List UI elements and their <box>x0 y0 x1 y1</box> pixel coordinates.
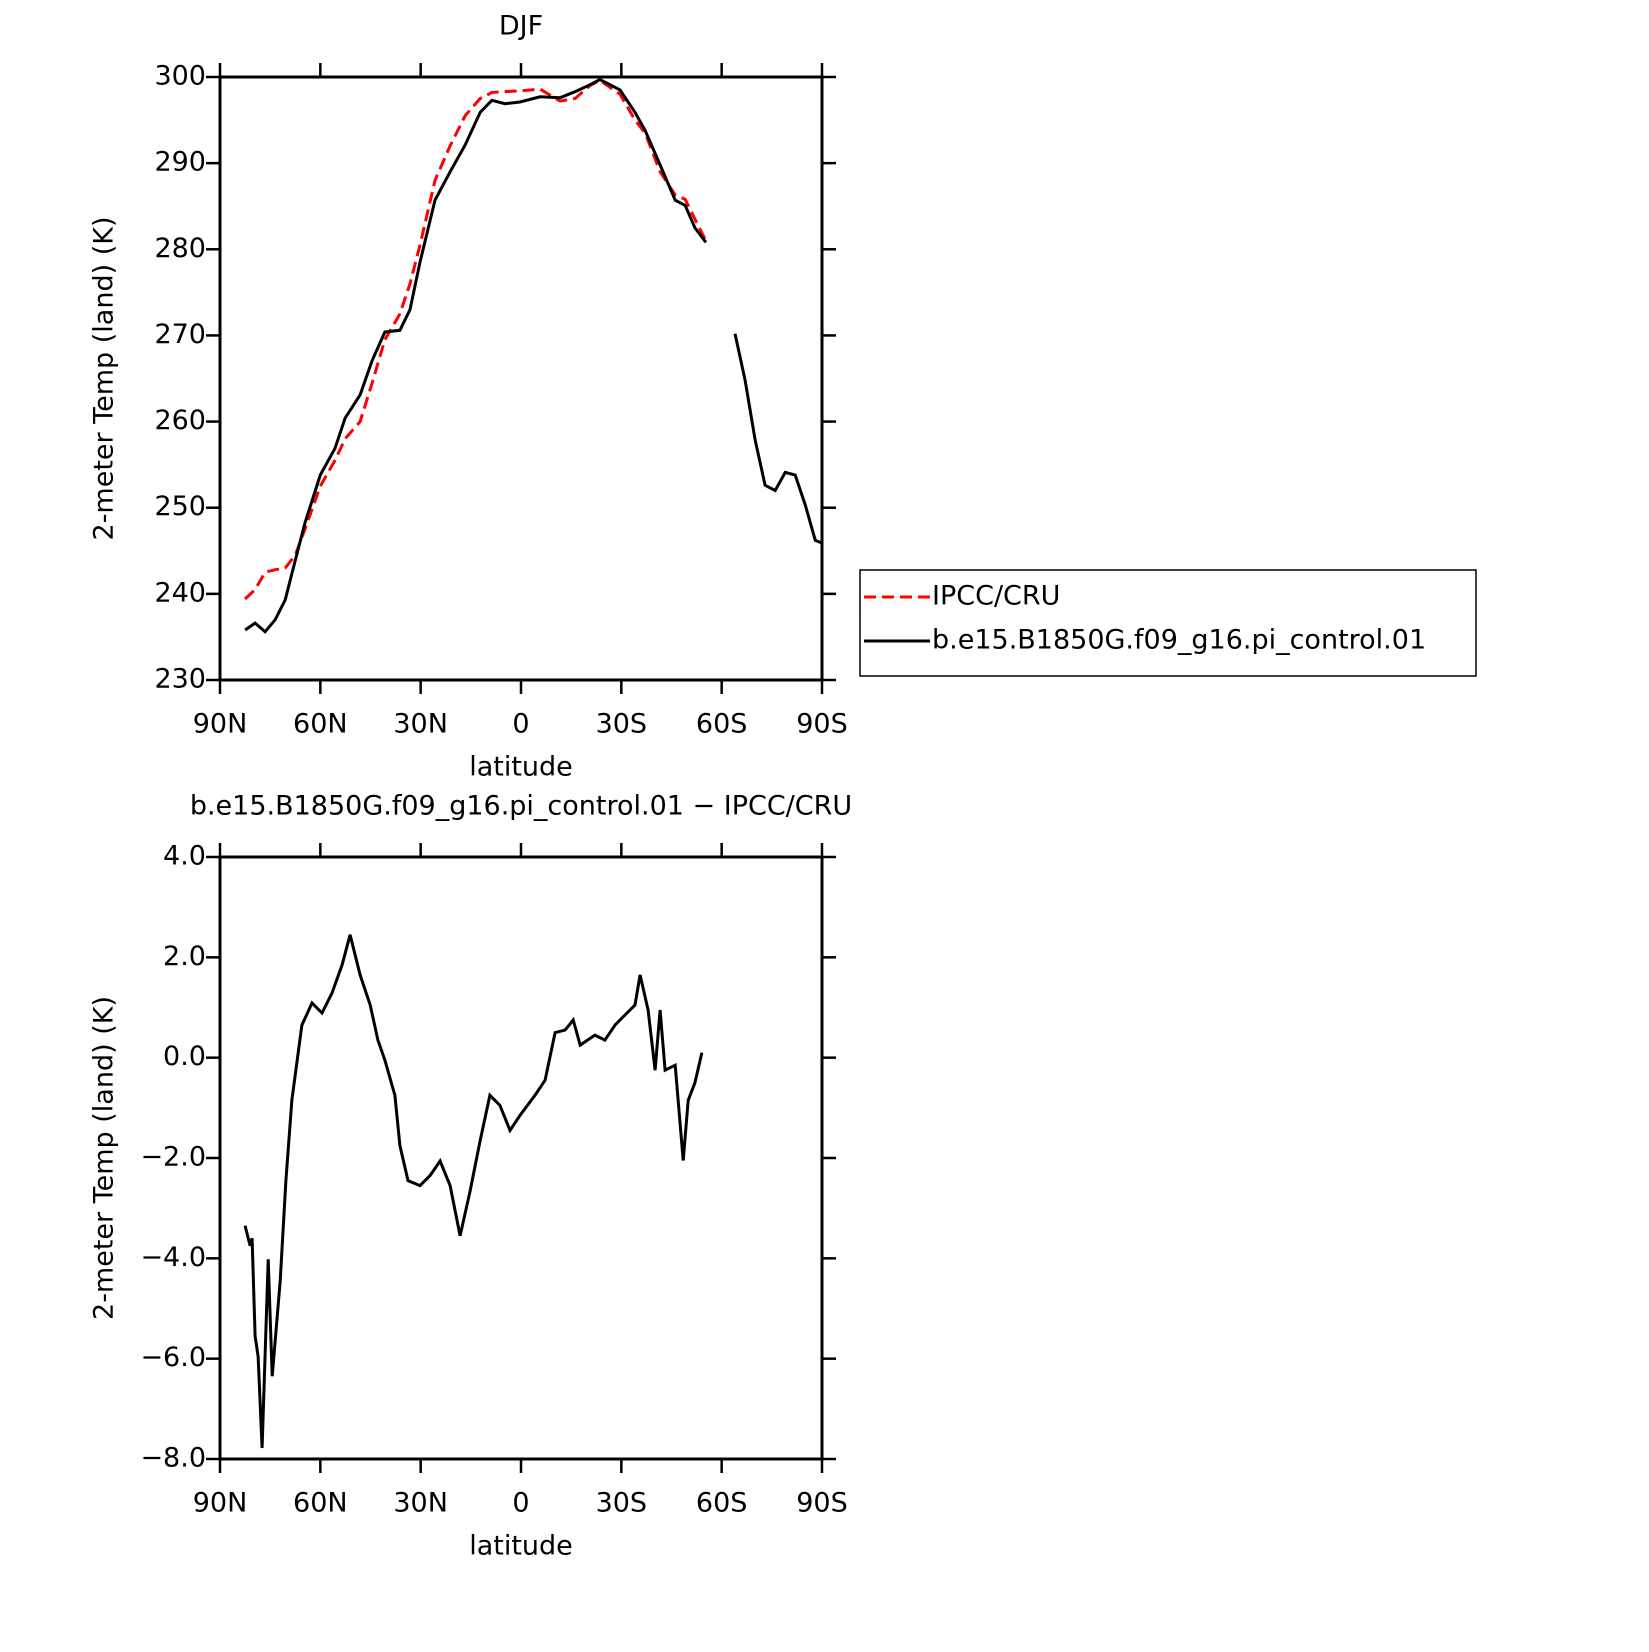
x-tick-label: 60N <box>293 1488 348 1519</box>
data-line <box>244 78 708 601</box>
y-tick-label: 250 <box>154 491 206 522</box>
chart-title: DJF <box>499 11 543 42</box>
y-tick-label: −2.0 <box>140 1142 206 1173</box>
x-axis-label: latitude <box>469 752 573 783</box>
x-tick-label: 90S <box>796 1488 848 1519</box>
y-tick-label: 280 <box>154 233 206 264</box>
x-tick-label: 0 <box>512 709 529 740</box>
x-tick-label: 30N <box>393 1488 448 1519</box>
y-tick-label: −8.0 <box>140 1443 206 1474</box>
y-tick-label: 270 <box>154 319 206 350</box>
y-tick-label: 2.0 <box>163 941 206 972</box>
x-tick-label: 60S <box>696 709 748 740</box>
x-tick-label: 90S <box>796 709 848 740</box>
plot-frame <box>218 855 824 1461</box>
legend-label: b.e15.B1850G.f09_g16.pi_control.01 <box>932 625 1426 656</box>
x-tick-label: 90N <box>193 709 248 740</box>
x-tick-label: 0 <box>512 1488 529 1519</box>
y-tick-label: 230 <box>154 664 206 695</box>
x-tick-label: 30S <box>596 1488 648 1519</box>
y-tick-label: 260 <box>154 405 206 436</box>
legend-box <box>859 569 1477 677</box>
y-axis-label: 2-meter Temp (land) (K) <box>89 996 120 1320</box>
y-tick-label: 0.0 <box>163 1041 206 1072</box>
y-tick-label: 240 <box>154 577 206 608</box>
y-tick-label: −4.0 <box>140 1242 206 1273</box>
x-tick-label: 30N <box>393 709 448 740</box>
y-tick-label: 4.0 <box>163 841 206 872</box>
y-tick-label: 290 <box>154 147 206 178</box>
y-axis-label: 2-meter Temp (land) (K) <box>89 217 120 541</box>
data-line <box>244 77 823 634</box>
x-axis-label: latitude <box>469 1531 573 1562</box>
x-tick-label: 30S <box>596 709 648 740</box>
y-tick-label: −6.0 <box>140 1342 206 1373</box>
plot-frame <box>218 75 824 682</box>
data-line <box>243 934 704 1449</box>
chart-title: b.e15.B1850G.f09_g16.pi_control.01 − IPC… <box>190 791 852 822</box>
legend-label: IPCC/CRU <box>932 581 1060 612</box>
x-tick-label: 60S <box>696 1488 748 1519</box>
x-tick-label: 60N <box>293 709 348 740</box>
x-tick-label: 90N <box>193 1488 248 1519</box>
y-tick-label: 300 <box>154 61 206 92</box>
